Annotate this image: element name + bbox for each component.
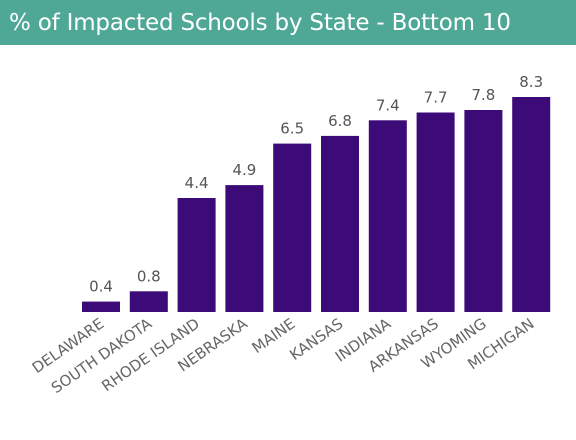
bar-arkansas [416, 112, 455, 312]
bar-rhode-island [177, 198, 216, 312]
data-label: 7.4 [376, 96, 400, 114]
data-label: 7.7 [424, 89, 448, 107]
data-label: 6.8 [328, 112, 352, 130]
data-label: 4.9 [232, 161, 256, 179]
chart-title: % of Impacted Schools by State - Bottom … [9, 9, 511, 36]
data-label: 6.5 [280, 120, 304, 138]
bar-nebraska [225, 185, 264, 312]
data-label: 4.4 [185, 174, 209, 192]
data-label: 8.3 [519, 73, 543, 91]
bar-south-dakota [129, 291, 168, 312]
bar-michigan [512, 97, 551, 312]
bar-delaware [82, 301, 120, 312]
data-label: 0.8 [137, 267, 161, 285]
title-bar: % of Impacted Schools by State - Bottom … [0, 0, 576, 45]
data-label: 0.4 [89, 278, 113, 296]
bar-maine [273, 143, 312, 312]
bar-indiana [368, 120, 407, 312]
data-label: 7.8 [471, 86, 495, 104]
bar-wyoming [464, 110, 503, 312]
bar-kansas [321, 135, 359, 312]
